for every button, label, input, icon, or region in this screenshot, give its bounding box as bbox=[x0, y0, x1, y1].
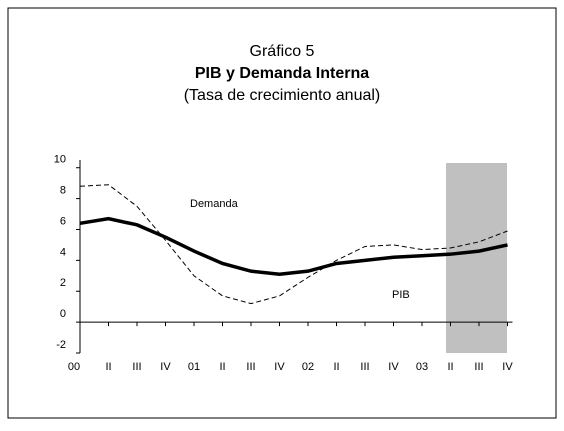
y-tick-label: 4 bbox=[60, 246, 66, 258]
x-tick-label: III bbox=[132, 361, 141, 373]
x-tick-label: 03 bbox=[416, 361, 428, 373]
series-label: PIB bbox=[392, 289, 410, 301]
chart-title: Gráfico 5 bbox=[250, 43, 315, 60]
chart-subtitle: (Tasa de crecimiento anual) bbox=[184, 87, 381, 104]
series-line bbox=[79, 216, 508, 277]
x-tick-label: III bbox=[474, 361, 483, 373]
x-tick-label: II bbox=[105, 361, 111, 373]
y-tick-label: 2 bbox=[60, 277, 66, 289]
y-tick-label: 6 bbox=[60, 215, 66, 227]
x-tick-label: IV bbox=[160, 361, 171, 373]
x-tick-label: II bbox=[447, 361, 453, 373]
y-tick-label: 10 bbox=[54, 154, 66, 166]
x-tick-label: II bbox=[333, 361, 339, 373]
series-line bbox=[79, 184, 508, 305]
x-tick-label: III bbox=[360, 361, 369, 373]
y-tick-label: 8 bbox=[60, 185, 66, 197]
y-tick-label: 0 bbox=[60, 308, 66, 320]
x-tick-label: 02 bbox=[302, 361, 314, 373]
y-tick-label: -2 bbox=[56, 339, 66, 351]
x-tick-label: 01 bbox=[188, 361, 200, 373]
chart-subtitle: PIB y Demanda Interna bbox=[195, 65, 369, 82]
x-tick-label: III bbox=[246, 361, 255, 373]
x-tick-label: II bbox=[219, 361, 225, 373]
series-label: Demanda bbox=[190, 198, 239, 210]
x-tick-label: IV bbox=[388, 361, 399, 373]
projection-band bbox=[446, 163, 507, 353]
x-tick-label: 00 bbox=[68, 361, 80, 373]
x-tick-label: IV bbox=[274, 361, 285, 373]
x-tick-label: IV bbox=[502, 361, 513, 373]
